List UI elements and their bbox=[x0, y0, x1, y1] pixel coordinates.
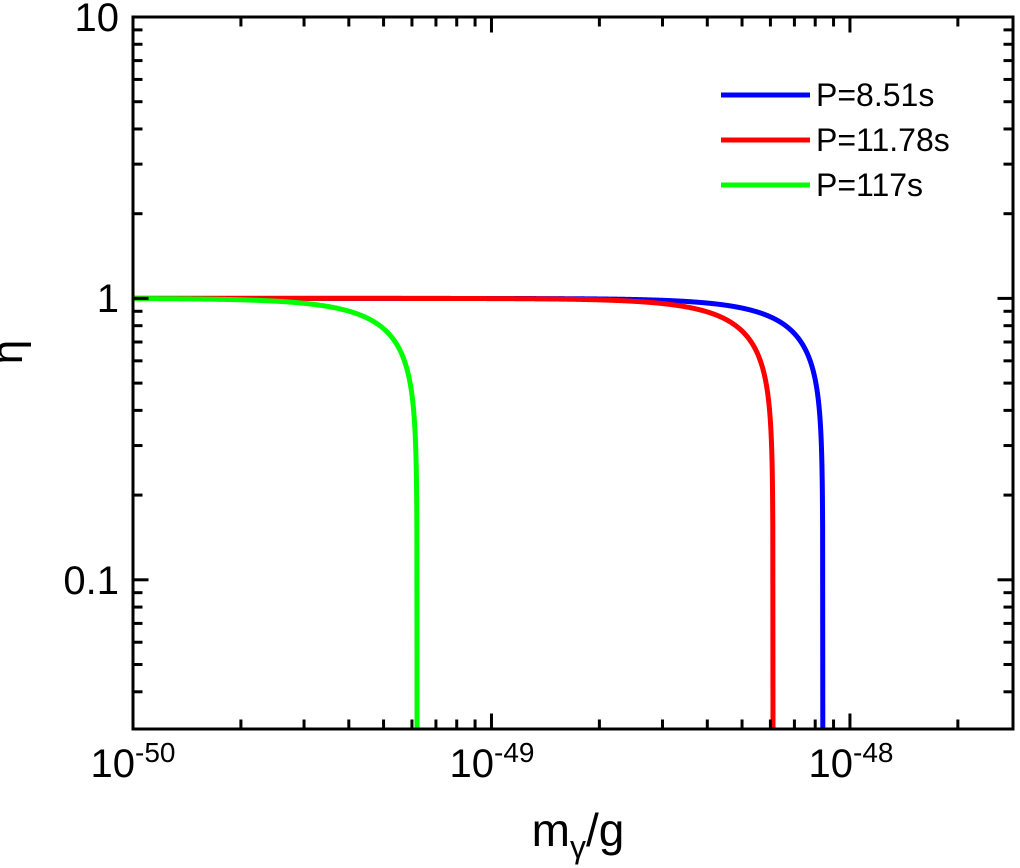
x-tick-exponent: -49 bbox=[494, 737, 534, 768]
x-tick-label-1e-49: 10-49 bbox=[450, 737, 535, 786]
x-axis-label-suffix: /g bbox=[586, 804, 624, 856]
x-tick-base: 10 bbox=[91, 742, 136, 786]
x-tick-label-1e-50: 10-50 bbox=[91, 737, 176, 786]
y-tick-label-0p1: 0.1 bbox=[63, 559, 119, 603]
x-tick-label-1e-48: 10-48 bbox=[809, 737, 894, 786]
x-tick-base: 10 bbox=[809, 742, 854, 786]
y-axis-label: η bbox=[0, 340, 32, 364]
y-tick-label-1: 1 bbox=[97, 277, 119, 321]
x-axis-label-main: m bbox=[532, 804, 570, 856]
legend: P=8.51s P=11.78s P=117s bbox=[721, 77, 950, 203]
legend-label-p-117s: P=117s bbox=[816, 167, 923, 203]
x-axis-label: mγ/g bbox=[532, 804, 625, 865]
legend-label-p-8-51s: P=8.51s bbox=[816, 77, 934, 113]
curve-p-11-78s bbox=[133, 295, 776, 729]
curve-p-8-51s bbox=[133, 295, 826, 729]
x-tick-exponent: -48 bbox=[853, 737, 893, 768]
x-tick-base: 10 bbox=[450, 742, 495, 786]
curve-p-117s bbox=[133, 296, 420, 729]
axis-ticks bbox=[131, 15, 1012, 728]
y-tick-label-10: 10 bbox=[75, 0, 120, 40]
legend-label-p-11-78s: P=11.78s bbox=[816, 122, 950, 158]
x-axis-label-subscript: γ bbox=[570, 829, 586, 865]
plot-frame bbox=[131, 15, 1015, 731]
curves bbox=[133, 295, 826, 729]
x-tick-exponent: -50 bbox=[135, 737, 175, 768]
